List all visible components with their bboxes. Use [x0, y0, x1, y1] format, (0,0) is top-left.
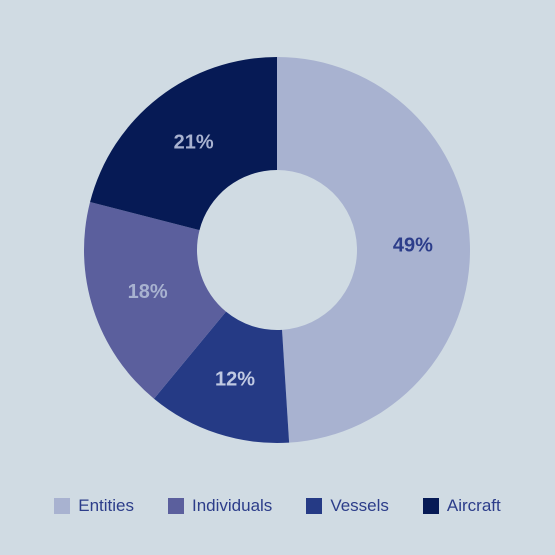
- slice-label-vessels: 12%: [215, 368, 255, 390]
- legend-item-entities: Entities: [54, 496, 134, 516]
- legend-swatch-aircraft: [422, 498, 439, 514]
- slice-aircraft: [90, 57, 278, 231]
- slice-label-individuals: 18%: [128, 281, 168, 303]
- donut-chart: 49% 12% 18% 21%: [84, 57, 471, 444]
- legend-label-entities: Entities: [78, 496, 134, 515]
- slice-label-entities: 49%: [393, 235, 433, 257]
- legend-item-vessels: Vessels: [306, 496, 389, 516]
- legend-item-aircraft: Aircraft: [422, 496, 501, 516]
- slice-vessels: [153, 311, 290, 444]
- legend-swatch-vessels: [306, 498, 323, 514]
- legend-item-individuals: Individuals: [167, 496, 273, 516]
- slice-individuals: [84, 202, 227, 399]
- legend-label-vessels: Vessels: [330, 496, 389, 515]
- legend-label-aircraft: Aircraft: [446, 496, 501, 515]
- slice-entities: [277, 57, 471, 443]
- chart-legend: Entities Individuals Vessels Aircraft: [0, 496, 555, 516]
- slice-label-aircraft: 21%: [174, 132, 214, 154]
- legend-swatch-entities: [54, 498, 71, 514]
- legend-swatch-individuals: [167, 498, 184, 514]
- legend-label-individuals: Individuals: [191, 496, 273, 515]
